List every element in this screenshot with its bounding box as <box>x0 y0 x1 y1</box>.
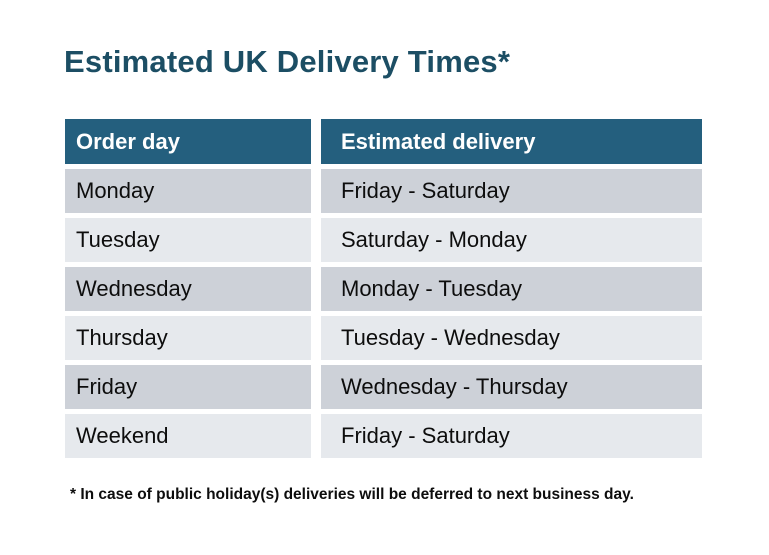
estimated-delivery-cell: Friday - Saturday <box>321 169 702 213</box>
order-day-cell: Wednesday <box>65 267 311 311</box>
order-day-cell: Thursday <box>65 316 311 360</box>
estimated-delivery-cell: Tuesday - Wednesday <box>321 316 702 360</box>
column-header-order-day: Order day <box>65 119 311 164</box>
delivery-times-table: Order day Estimated delivery Monday Frid… <box>65 119 702 458</box>
footnote: * In case of public holiday(s) deliverie… <box>70 486 634 503</box>
column-header-estimated-delivery: Estimated delivery <box>321 119 702 164</box>
page-title: Estimated UK Delivery Times* <box>64 44 511 79</box>
order-day-cell: Weekend <box>65 414 311 458</box>
estimated-delivery-cell: Monday - Tuesday <box>321 267 702 311</box>
order-day-cell: Monday <box>65 169 311 213</box>
estimated-delivery-cell: Wednesday - Thursday <box>321 365 702 409</box>
order-day-cell: Friday <box>65 365 311 409</box>
estimated-delivery-cell: Friday - Saturday <box>321 414 702 458</box>
estimated-delivery-cell: Saturday - Monday <box>321 218 702 262</box>
order-day-cell: Tuesday <box>65 218 311 262</box>
